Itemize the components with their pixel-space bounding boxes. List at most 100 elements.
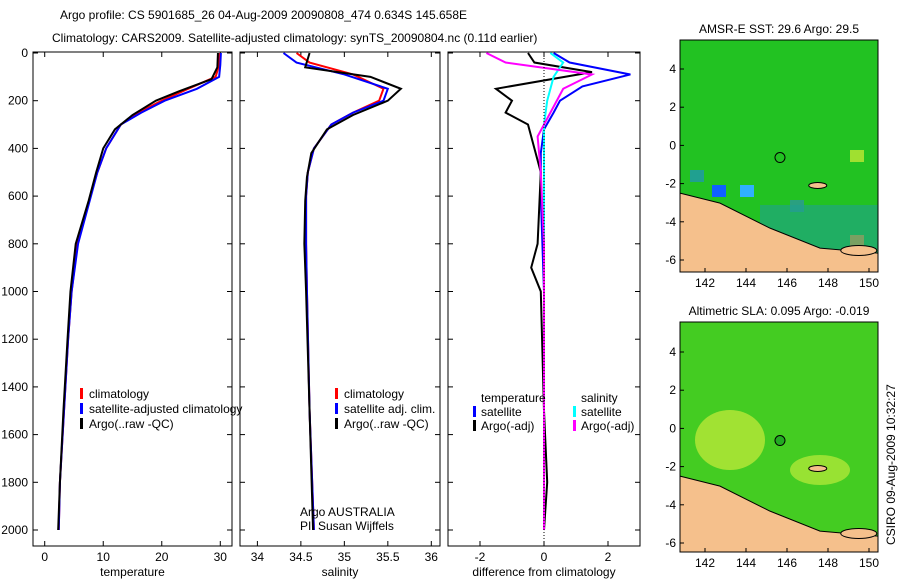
y-tick-label: 800: [8, 237, 28, 251]
legend-swatch: [573, 406, 576, 417]
map-frame: [679, 321, 879, 553]
plot-salinity: 34 34.5 35 35.5 36 salinity climatologysatelli…: [239, 51, 441, 579]
island-new-britain: [840, 244, 878, 256]
x-tick-label: 10: [97, 550, 111, 564]
legend-label: climatology: [89, 387, 149, 401]
legend-label: satellite: [481, 405, 522, 419]
series-argo: [303, 52, 403, 531]
sst-anomaly-cell: [690, 170, 704, 182]
lat-tick-label: 2: [669, 100, 676, 114]
lat-tick-label: 2: [669, 383, 676, 397]
legend-swatch: [80, 418, 83, 429]
x-tick-label: 36: [425, 550, 439, 564]
timestamp-label: CSIRO 09-Aug-2009 10:32:27: [884, 384, 898, 545]
lat-tick-label: 0: [669, 138, 676, 152]
map-sst: AMSR-E SST: 29.6 Argo: 29.5 142 144 146 148 1…: [665, 22, 879, 290]
plot-frame: [32, 51, 233, 547]
legend-label: satellite adj. clim.: [344, 402, 435, 416]
island-manus: [808, 182, 828, 190]
lat-tick-label: 4: [669, 345, 676, 359]
series-climatology: [57, 52, 221, 531]
map-title: AMSR-E SST: 29.6 Argo: 29.5: [699, 22, 859, 36]
x-tick-label: 35: [338, 550, 352, 564]
x-tick-label: 2: [605, 550, 612, 564]
title-line-1: Argo profile: CS 5901685_26 04-Aug-2009 …: [60, 8, 467, 22]
lat-tick-label: -2: [665, 460, 676, 474]
lon-tick-label: 146: [777, 556, 797, 570]
lon-tick-label: 148: [818, 276, 838, 290]
series-satellite: [57, 52, 222, 531]
legend-label: Argo(..raw -QC): [89, 417, 174, 431]
argo-position-marker: [774, 152, 786, 164]
lat-tick-label: -6: [665, 253, 676, 267]
x-axis-label: salinity: [322, 565, 359, 579]
map-sla: Altimetric SLA: 0.095 Argo: -0.019 142 144…: [665, 304, 879, 570]
y-tick-label: 1600: [1, 428, 28, 442]
lon-tick-label: 144: [736, 276, 756, 290]
legend-swatch: [80, 388, 83, 399]
sst-anomaly-cell: [850, 150, 864, 162]
sla-high: [695, 410, 765, 470]
lat-tick-label: 4: [669, 62, 676, 76]
legend-swatch: [573, 420, 576, 431]
sst-anomaly-cell: [712, 185, 726, 197]
y-tick-label: 2000: [1, 523, 28, 537]
x-tick-label: 34.5: [289, 550, 313, 564]
lat-tick-label: -6: [665, 536, 676, 550]
x-tick-label: 0: [541, 550, 548, 564]
lon-tick-label: 144: [736, 556, 756, 570]
legend-swatch: [80, 403, 83, 414]
lon-tick-label: 148: [818, 556, 838, 570]
y-tick-label: 1200: [1, 332, 28, 346]
map-frame: [679, 39, 879, 273]
series-climatology: [295, 52, 385, 531]
lat-tick-label: -2: [665, 177, 676, 191]
legend-swatch: [473, 406, 476, 417]
annotation: PI: Susan Wijffels: [300, 519, 394, 533]
island-manus: [808, 465, 828, 473]
island-new-britain: [840, 527, 878, 539]
lon-tick-label: 150: [859, 276, 879, 290]
series-argo: [57, 52, 219, 531]
legend-label: satellite: [581, 405, 622, 419]
y-tick-label: 1400: [1, 380, 28, 394]
y-tick-label: 600: [8, 189, 28, 203]
lat-tick-label: -4: [665, 498, 676, 512]
annotation: Argo AUSTRALIA: [300, 505, 395, 519]
title-line-2: Climatology: CARS2009. Satellite-adjuste…: [52, 31, 537, 45]
legend-label: Argo(..raw -QC): [344, 417, 429, 431]
legend-label: Argo(-adj): [581, 419, 634, 433]
legend-swatch: [335, 418, 338, 429]
legend-label: satellite-adjusted climatology: [89, 402, 242, 416]
x-axis-label: temperature: [100, 565, 165, 579]
y-tick-label: 0: [21, 46, 28, 60]
y-tick-label: 1000: [1, 285, 28, 299]
plot-temperature: 0 10 20 30 0 200 400 600 800 1000 1200 1400 1600 1800…: [1, 46, 242, 579]
lon-tick-label: 142: [695, 276, 715, 290]
legend-swatch: [473, 420, 476, 431]
lon-tick-label: 142: [695, 556, 715, 570]
x-tick-label: -2: [475, 550, 486, 564]
legend-swatch: [335, 403, 338, 414]
x-tick-label: 35.5: [376, 550, 400, 564]
argo-position-marker: [774, 435, 786, 447]
legend-label: Argo(-adj): [481, 419, 534, 433]
legend-swatch: [335, 388, 338, 399]
legend-label: salinity: [581, 391, 618, 405]
x-tick-label: 20: [155, 550, 169, 564]
lon-tick-label: 146: [777, 276, 797, 290]
plot-frame: [239, 51, 441, 547]
series-sal-argo: [485, 52, 596, 530]
x-tick-label: 0: [41, 550, 48, 564]
map-title: Altimetric SLA: 0.095 Argo: -0.019: [689, 304, 870, 318]
lat-tick-label: 0: [669, 421, 676, 435]
x-axis-label: difference from climatology: [472, 565, 615, 579]
series-sal-satellite: [543, 52, 565, 530]
series-temp-satellite: [539, 52, 631, 530]
series-temp-argo: [493, 52, 593, 531]
y-tick-label: 400: [8, 141, 28, 155]
legend-label: climatology: [344, 387, 404, 401]
